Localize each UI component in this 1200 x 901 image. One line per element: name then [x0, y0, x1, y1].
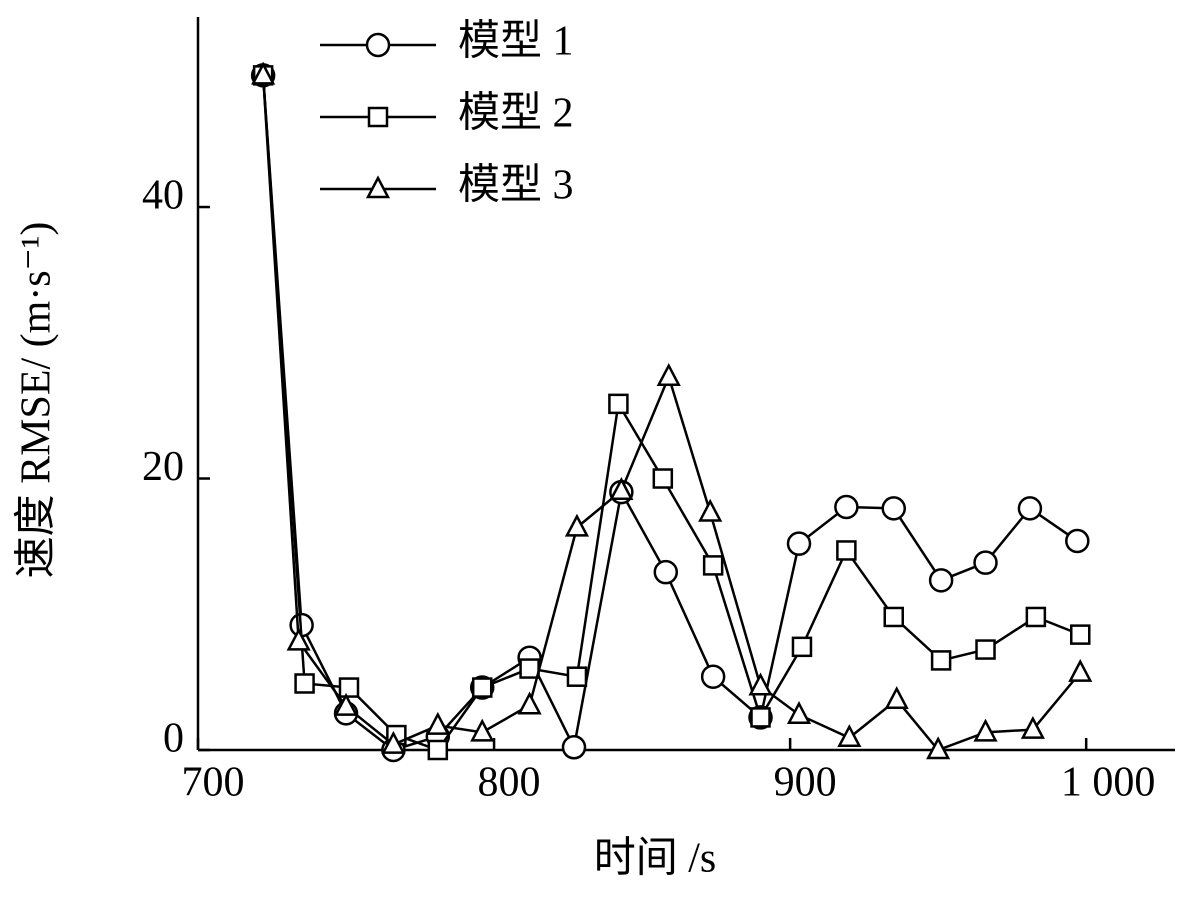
marker	[653, 559, 679, 585]
marker	[926, 736, 951, 760]
x-tick-label: 900	[774, 760, 837, 806]
x-axis-label: 时间 /s	[594, 836, 717, 882]
marker	[251, 61, 276, 85]
marker	[881, 496, 906, 521]
marker	[786, 531, 812, 556]
legend-label: 模型 1	[458, 19, 574, 65]
marker	[1025, 606, 1047, 628]
marker	[698, 498, 723, 522]
marker	[652, 468, 674, 489]
y-tick-label: 20	[142, 444, 184, 490]
marker	[566, 666, 588, 687]
marker	[561, 735, 587, 760]
x-tick-label: 700	[182, 760, 245, 806]
marker	[836, 540, 857, 561]
legend-marker	[365, 32, 391, 58]
marker	[748, 672, 773, 696]
marker	[294, 673, 315, 694]
marker	[1017, 496, 1043, 521]
marker	[883, 606, 904, 628]
y-tick-label: 0	[163, 716, 184, 762]
marker	[786, 701, 812, 724]
marker	[928, 568, 954, 593]
y-axis-label: 速度 RMSE/ (m·s⁻¹)	[14, 222, 60, 579]
marker	[702, 555, 724, 576]
marker	[834, 494, 859, 520]
marker	[564, 513, 590, 537]
marker	[884, 686, 909, 710]
marker	[609, 477, 634, 500]
marker	[973, 550, 998, 575]
marker	[837, 724, 862, 748]
marker	[470, 718, 495, 742]
marker	[791, 636, 813, 658]
marker	[286, 627, 311, 651]
marker	[656, 363, 681, 386]
marker	[1065, 528, 1090, 554]
legend-marker	[365, 175, 391, 199]
marker	[700, 664, 726, 689]
marker	[471, 677, 493, 698]
marker	[1020, 715, 1045, 739]
marker	[519, 658, 540, 679]
y-tick-label: 40	[142, 173, 184, 219]
x-tick-label: 800	[478, 760, 541, 806]
marker	[930, 650, 952, 671]
series-line	[261, 75, 1079, 752]
marker	[750, 707, 771, 728]
marker	[427, 739, 449, 761]
legend-label: 模型 2	[458, 91, 574, 137]
marker	[333, 692, 359, 716]
marker	[973, 718, 998, 742]
marker	[1068, 658, 1093, 682]
marker	[381, 730, 406, 754]
legend-label: 模型 3	[458, 163, 574, 209]
marker	[517, 691, 542, 715]
series-line	[261, 75, 1082, 752]
marker	[338, 677, 360, 698]
marker	[425, 711, 450, 735]
marker	[608, 393, 629, 415]
marker	[1070, 624, 1091, 645]
x-tick-label: 1 000	[1061, 760, 1156, 806]
legend-marker	[367, 106, 389, 128]
marker	[975, 639, 996, 660]
series-line	[261, 75, 1081, 752]
